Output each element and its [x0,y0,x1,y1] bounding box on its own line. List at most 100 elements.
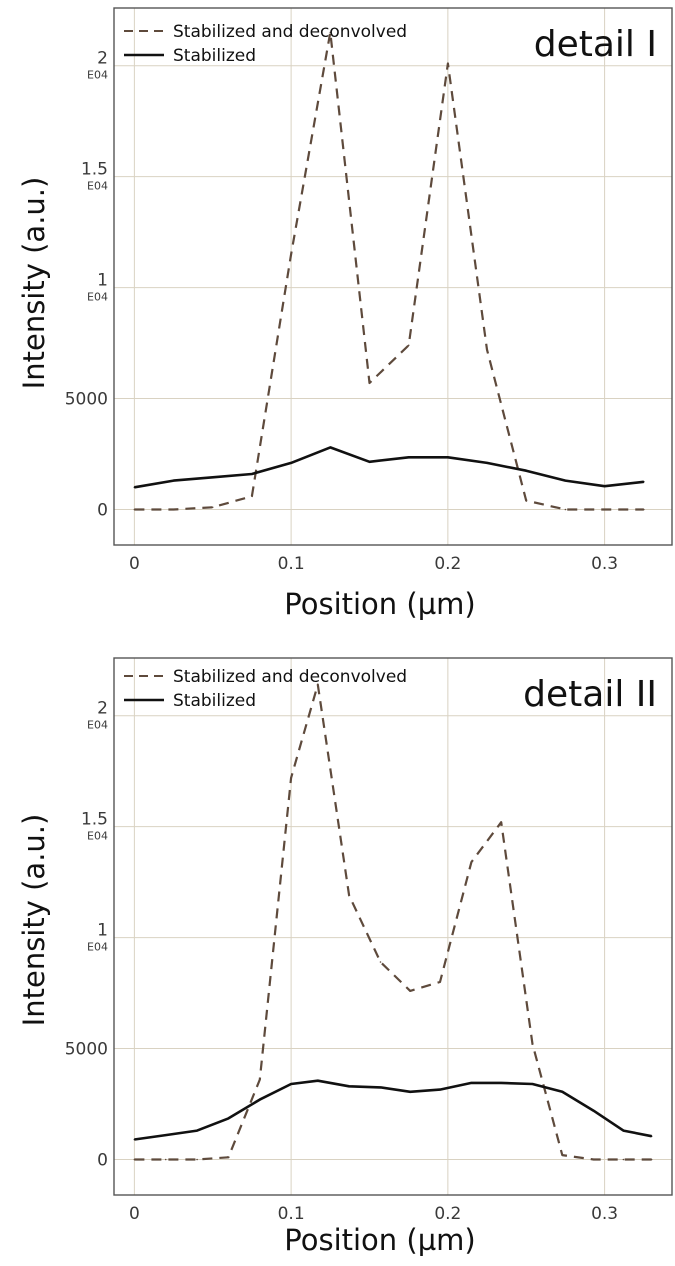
data-point-stabilized [643,481,645,483]
y-axis-title: Intensity (a.u.) [17,177,51,390]
data-point-deconvolved [211,506,214,509]
series-layer [133,31,645,511]
x-tick-layer: 0 0.1 0.2 0.3 [129,1204,618,1224]
data-point-stabilized [259,1098,261,1101]
data-point-stabilized [133,486,136,489]
data-point-deconvolved [407,344,410,347]
x-tick-layer: 0 0.1 0.2 0.3 [129,554,618,574]
data-point-stabilized [211,476,214,479]
data-point-deconvolved [447,62,449,65]
x-tick-label: 0.3 [591,554,618,574]
data-point-deconvolved [348,894,350,897]
data-point-stabilized [500,1082,503,1084]
data-point-stabilized [592,1109,595,1112]
data-point-deconvolved [251,495,253,498]
y-tick-label: 1.5 [81,160,108,180]
data-point-deconvolved [290,253,292,256]
data-point-deconvolved [439,981,441,983]
data-point-deconvolved [486,348,488,351]
data-point-stabilized [447,456,449,459]
y-tick-label: 2 [97,699,108,719]
data-point-deconvolved [317,683,319,686]
legend-label-stabilized: Stabilized [173,691,256,711]
x-tick-label: 0.1 [278,554,305,574]
data-point-deconvolved [470,861,473,863]
data-point-stabilized [622,1129,625,1132]
chart-title: detail II [523,674,657,715]
data-point-stabilized [470,1082,473,1084]
data-point-deconvolved [196,1158,198,1161]
data-point-stabilized [564,479,567,482]
x-tick-label: 0 [129,554,140,574]
data-point-stabilized [525,469,527,472]
data-point-stabilized [329,446,332,449]
data-point-stabilized [561,1091,564,1093]
y-tick-label: 1 [97,271,108,291]
legend: Stabilized and deconvolved Stabilized [124,22,407,66]
data-point-deconvolved [164,1158,167,1161]
data-point-stabilized [348,1085,350,1088]
data-point-stabilized [290,462,292,464]
data-point-stabilized [603,485,606,488]
data-point-deconvolved [329,31,332,34]
data-point-stabilized [368,461,371,463]
chart-panel-detail-2: 0 0.1 0.2 0.3 0 5000 1 E04 1.5 E04 2 E04 Stabilize… [0,650,675,1266]
data-point-deconvolved [561,1154,564,1156]
y-tick-exponent: E04 [87,69,108,82]
y-tick-label: 5000 [65,390,108,410]
grid-layer [114,658,672,1195]
y-tick-label: 5000 [65,1040,108,1060]
y-axis-title: Intensity (a.u.) [17,814,51,1027]
data-point-deconvolved [564,508,567,511]
data-point-stabilized [290,1083,292,1085]
series-layer [133,683,653,1161]
series-line-stabilized [134,1079,652,1141]
legend-label-stabilized: Stabilized [173,46,256,66]
series-line-stabilized [134,446,644,489]
data-point-deconvolved [290,777,292,779]
data-point-deconvolved [531,1043,534,1045]
data-point-stabilized [531,1083,534,1085]
y-tick-exponent: E04 [87,180,108,193]
data-point-deconvolved [227,1156,230,1159]
data-point-deconvolved [259,1078,261,1081]
y-tick-exponent: E04 [87,941,108,954]
y-tick-label: 1.5 [81,810,108,830]
data-point-deconvolved [409,990,412,992]
data-point-deconvolved [500,821,503,823]
data-point-deconvolved [643,508,645,511]
data-point-deconvolved [650,1158,653,1161]
chart-panel-detail-1: 0 0.1 0.2 0.3 0 5000 1 E04 1.5 E04 2 E04 Stabilize… [17,7,673,621]
y-tick-exponent: E04 [87,830,108,843]
data-point-stabilized [407,456,410,459]
data-point-stabilized [317,1079,319,1082]
data-point-stabilized [251,473,253,475]
y-tick-label: 0 [97,1150,108,1170]
data-point-stabilized [227,1117,230,1120]
data-point-deconvolved [172,508,175,511]
data-point-deconvolved [133,508,136,511]
data-point-stabilized [486,462,488,464]
data-point-stabilized [650,1135,653,1137]
data-point-stabilized [439,1088,441,1091]
x-tick-label: 0.1 [278,1204,305,1224]
legend: Stabilized and deconvolved Stabilized [124,667,407,711]
x-tick-label: 0.2 [434,1204,461,1224]
data-point-stabilized [196,1129,198,1132]
x-tick-label: 0 [129,1204,140,1224]
y-tick-label: 0 [97,500,108,520]
data-point-stabilized [164,1134,167,1136]
data-point-deconvolved [592,1158,595,1161]
data-point-deconvolved [133,1158,136,1161]
y-tick-label: 1 [97,921,108,941]
x-axis-title: Position (µm) [284,587,475,621]
y-tick-exponent: E04 [87,719,108,732]
data-point-stabilized [133,1138,136,1141]
y-tick-exponent: E04 [87,291,108,304]
data-point-stabilized [379,1086,382,1089]
chart-title: detail I [534,24,657,65]
